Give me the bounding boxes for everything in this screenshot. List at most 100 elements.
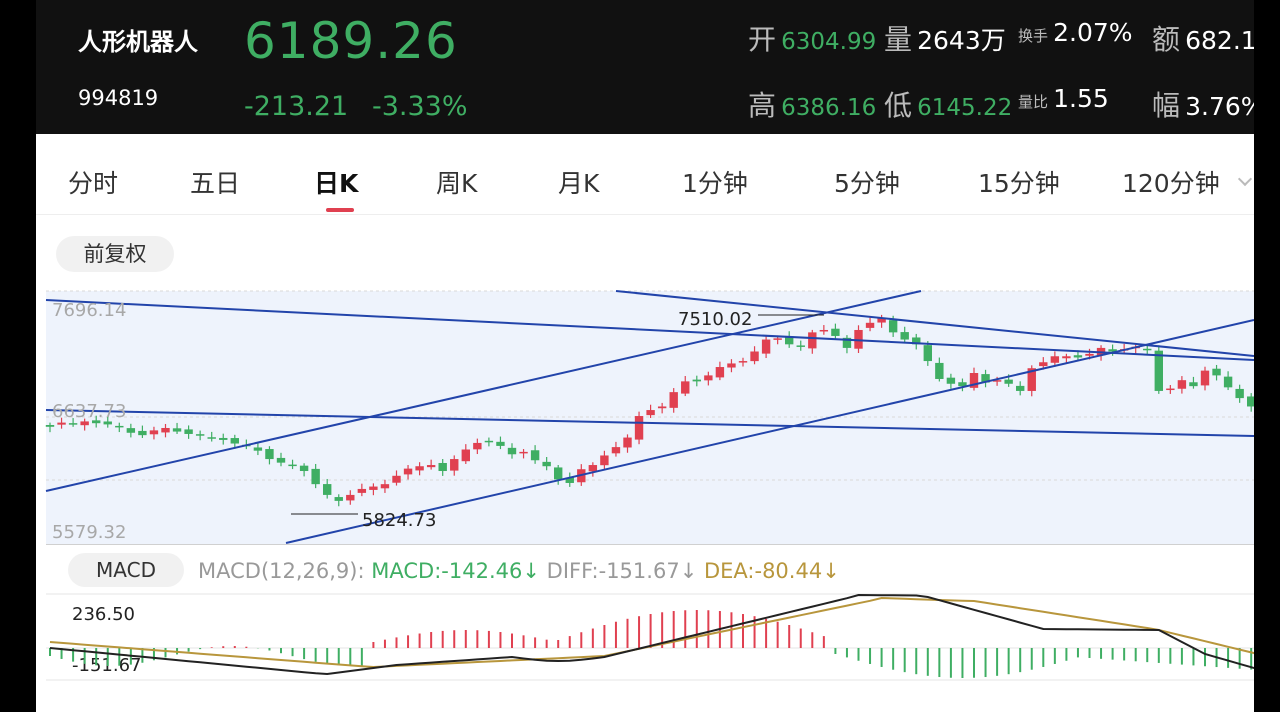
candle-body	[1143, 348, 1152, 351]
candle-body	[253, 447, 263, 451]
stat-open-label: 开	[748, 23, 777, 56]
candle-body	[785, 336, 794, 345]
candle-body	[1177, 380, 1187, 389]
candle-body	[45, 424, 55, 427]
candle-body	[299, 465, 309, 472]
candle-body	[715, 367, 725, 378]
stat-amount-label: 额	[1152, 23, 1181, 56]
stat-vol-ratio-label: 量比	[1018, 93, 1049, 111]
index-code: 994819	[78, 86, 159, 110]
candle-body	[704, 375, 713, 381]
y-axis-top-label: 7696.14	[52, 300, 126, 321]
candle-body	[611, 447, 621, 454]
adjust-mode-button[interactable]: 前复权	[56, 236, 174, 272]
tab-zhou-k[interactable]: 周K	[436, 169, 478, 198]
stat-amount-value: 682.1	[1185, 26, 1254, 55]
candle-body	[657, 406, 667, 409]
macd-y-bottom-label: -151.67	[72, 655, 141, 676]
candle-body	[900, 332, 909, 340]
candle-body	[1212, 368, 1221, 376]
tab-yue-k[interactable]: 月K	[558, 169, 600, 198]
candle-body	[565, 477, 574, 483]
candle-body	[969, 373, 979, 388]
tab-1-minute[interactable]: 1分钟	[682, 169, 748, 198]
candle-body	[1247, 396, 1254, 407]
candle-body	[68, 423, 78, 425]
macd-y-top-label: 236.50	[72, 604, 135, 625]
candle-body	[195, 434, 205, 436]
tab-15-minute[interactable]: 15分钟	[978, 169, 1060, 198]
candle-body	[692, 379, 701, 382]
candle-body	[207, 437, 216, 439]
last-price: 6189.26	[244, 12, 458, 70]
candle-body	[888, 320, 898, 333]
y-axis-bottom-label: 5579.32	[52, 522, 126, 543]
candle-body	[808, 332, 817, 349]
candle-body	[1154, 350, 1163, 391]
stat-amplitude-value: 3.76%	[1185, 92, 1254, 121]
candle-body	[392, 475, 401, 483]
stat-amplitude-label: 幅	[1152, 89, 1181, 122]
candle-body	[403, 468, 413, 475]
candle-body	[727, 363, 736, 368]
tab-fen-shi[interactable]: 分时	[68, 169, 119, 198]
trendline-lower-falling	[45, 409, 1254, 437]
diff-line	[49, 593, 1254, 676]
macd-arrow-icon: ↓	[522, 559, 540, 583]
candle-body	[1166, 388, 1175, 391]
candle-body	[1039, 362, 1048, 367]
macd-indicator-button[interactable]: MACD	[68, 553, 184, 587]
tab-ri-k[interactable]: 日K	[314, 169, 359, 198]
chart-bottom-border	[46, 544, 1254, 545]
candle-body	[912, 337, 921, 345]
trendline-upper-rising	[45, 290, 922, 492]
stat-turnover: 换手 2.07%	[1018, 18, 1133, 47]
macd-value: MACD:-142.46	[371, 559, 523, 583]
candle-body	[184, 429, 193, 434]
tab-120-minute[interactable]: 120分钟	[1122, 169, 1220, 198]
candle-body	[923, 345, 932, 362]
annotation-low: 5824.73	[362, 510, 436, 531]
stat-low-label: 低	[884, 89, 913, 122]
index-name: 人形机器人	[78, 28, 198, 56]
kline-chart[interactable]: 7696.14 6637.73 5579.32 7510.02 5824.73 …	[36, 0, 1254, 712]
candle-body	[115, 425, 124, 428]
candle-body	[230, 438, 239, 444]
stat-high-value: 6386.16	[781, 95, 877, 121]
candle-body	[415, 466, 424, 471]
dea-arrow-icon: ↓	[822, 559, 840, 583]
candle-body	[1189, 382, 1198, 387]
stat-vol-ratio: 量比 1.55	[1018, 84, 1109, 113]
stat-turnover-value: 2.07%	[1053, 18, 1133, 47]
stat-turnover-label: 换手	[1018, 27, 1049, 45]
candle-body	[992, 380, 1002, 382]
candle-body	[750, 351, 759, 362]
macd-values-line: MACD(12,26,9): MACD:-142.46↓ DIFF:-151.6…	[198, 559, 840, 583]
price-change-pct: -3.33%	[372, 91, 468, 122]
candle-body	[831, 328, 840, 336]
stat-volume-label: 量	[884, 23, 913, 56]
macd-params: MACD(12,26,9):	[198, 559, 365, 583]
price-change: -213.21	[244, 91, 349, 122]
diff-value: DIFF:-151.67	[546, 559, 680, 583]
candle-body	[600, 455, 609, 466]
trendline-top-falling	[615, 290, 1254, 357]
stat-amount: 额 682.1	[1152, 18, 1254, 58]
candle-body	[1050, 356, 1060, 363]
candle-body	[819, 329, 829, 332]
tab-5-minute[interactable]: 5分钟	[834, 169, 900, 198]
candle-body	[357, 488, 367, 493]
candle-body	[323, 484, 332, 495]
candle-body	[288, 464, 297, 467]
candle-body	[276, 457, 286, 463]
candle-body	[1004, 379, 1013, 384]
candle-body	[219, 437, 228, 440]
candle-body	[681, 381, 690, 394]
tab-wu-ri[interactable]: 五日	[190, 169, 241, 198]
stat-low-value: 6145.22	[917, 95, 1013, 121]
app-frame: 人形机器人 994819 6189.26 -213.21 -3.33% 开 63…	[36, 0, 1254, 712]
candle-body	[149, 430, 159, 435]
candle-body	[57, 422, 66, 425]
candle-body	[438, 462, 447, 472]
candle-body	[1062, 356, 1071, 359]
